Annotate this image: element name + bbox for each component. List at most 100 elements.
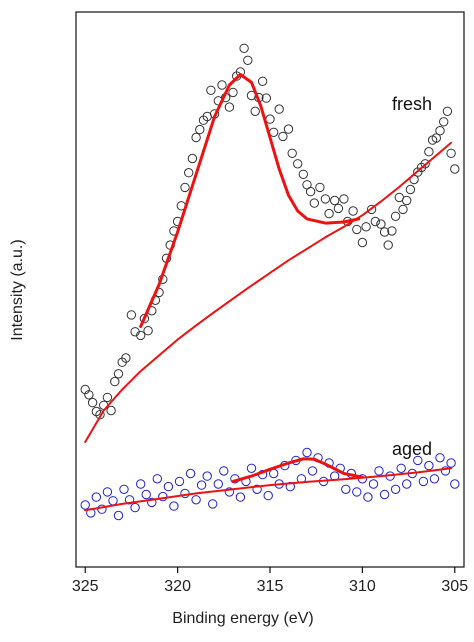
aged-point [102,487,113,497]
aged-background-fit-line [84,467,453,512]
aged-point [213,479,224,489]
aged-point [202,471,212,481]
fresh-point [265,114,275,124]
aged-point [424,460,434,471]
fresh-point [435,126,445,136]
fresh-point [274,104,284,114]
aged-point [235,492,246,502]
fresh-point [95,410,105,420]
fresh-point [339,194,349,204]
aged-point [418,476,429,487]
aged-point [450,479,460,489]
fresh-point [366,204,377,215]
fresh-point [287,148,297,159]
fresh-point [379,227,390,237]
y-axis-title: Intensity (a.u.) [9,239,26,340]
aged-point [413,455,423,466]
aged-point [119,484,129,494]
fresh-point [298,169,308,180]
aged-point [446,458,456,468]
fresh-point [261,93,271,103]
fresh-point [184,168,194,178]
aged-point [429,474,440,484]
aged-point [390,484,401,494]
fresh-point [293,159,303,169]
aged-point [363,492,373,502]
aged-point [224,487,235,497]
fresh-point [143,326,153,336]
aged-point [113,510,124,521]
fresh-point [278,131,288,142]
fresh-point [84,390,94,400]
fresh-point [87,397,98,408]
aged-point [368,479,379,489]
x-tick-label: 310 [349,578,376,595]
fresh-point [405,184,416,195]
aged-point [80,500,90,510]
aged-peak-fit-line [231,457,364,483]
x-tick-label: 325 [72,578,99,595]
fresh-point [424,147,434,157]
fresh-point [243,55,253,65]
fresh-point [187,153,198,164]
series-label-aged: aged [392,439,432,459]
aged-point [219,466,229,476]
fresh-point [309,198,319,208]
fresh-point [324,208,334,219]
fresh-point [121,353,131,363]
aged-point [307,466,318,476]
aged-point [147,497,157,508]
aged-point [352,487,362,497]
fresh-point [333,203,344,214]
fresh-point [450,164,460,174]
x-axis-title: Binding energy (eV) [172,610,313,627]
fresh-point [283,124,294,134]
fresh-point [224,102,235,112]
aged-point [379,489,390,500]
aged-point [191,495,201,505]
fresh-point [228,87,238,98]
aged-point [136,479,146,489]
fresh-point [348,206,358,216]
fresh-point [315,182,325,193]
fresh-point [390,211,401,222]
fresh-point [136,330,146,341]
x-axis-ticks: 325 320 315 310 305 [72,567,468,595]
x-tick-label: 320 [164,578,191,595]
aged-point [141,489,151,500]
fresh-point [442,106,453,117]
fresh-point [352,224,362,235]
fresh-point [446,148,456,159]
fresh-point [398,204,408,215]
aged-point [252,484,262,494]
fresh-point [110,376,120,387]
fresh-point [239,43,249,53]
fresh-point [383,240,393,250]
aged-point [341,484,351,494]
fresh-point [191,132,201,143]
aged-point [97,504,107,514]
fit-curves [84,73,453,512]
fresh-point [102,392,113,403]
fresh-point [250,106,260,117]
fresh-point [431,133,441,143]
fresh-point [439,117,449,127]
fresh-point [106,405,116,416]
fresh-point [402,195,412,206]
fresh-point [113,369,124,379]
fresh-point [361,222,371,232]
aged-point [169,501,179,511]
aged-point [185,468,196,479]
x-tick-label: 305 [441,578,468,595]
fresh-point [305,186,316,197]
fresh-point [180,182,190,193]
fresh-point [357,237,368,248]
aged-point [396,463,406,473]
fresh-point [370,216,380,227]
aged-point [402,479,412,489]
fresh-point [126,310,137,320]
aged-point [246,463,257,473]
aged-points [80,447,460,521]
aged-point [435,453,445,463]
